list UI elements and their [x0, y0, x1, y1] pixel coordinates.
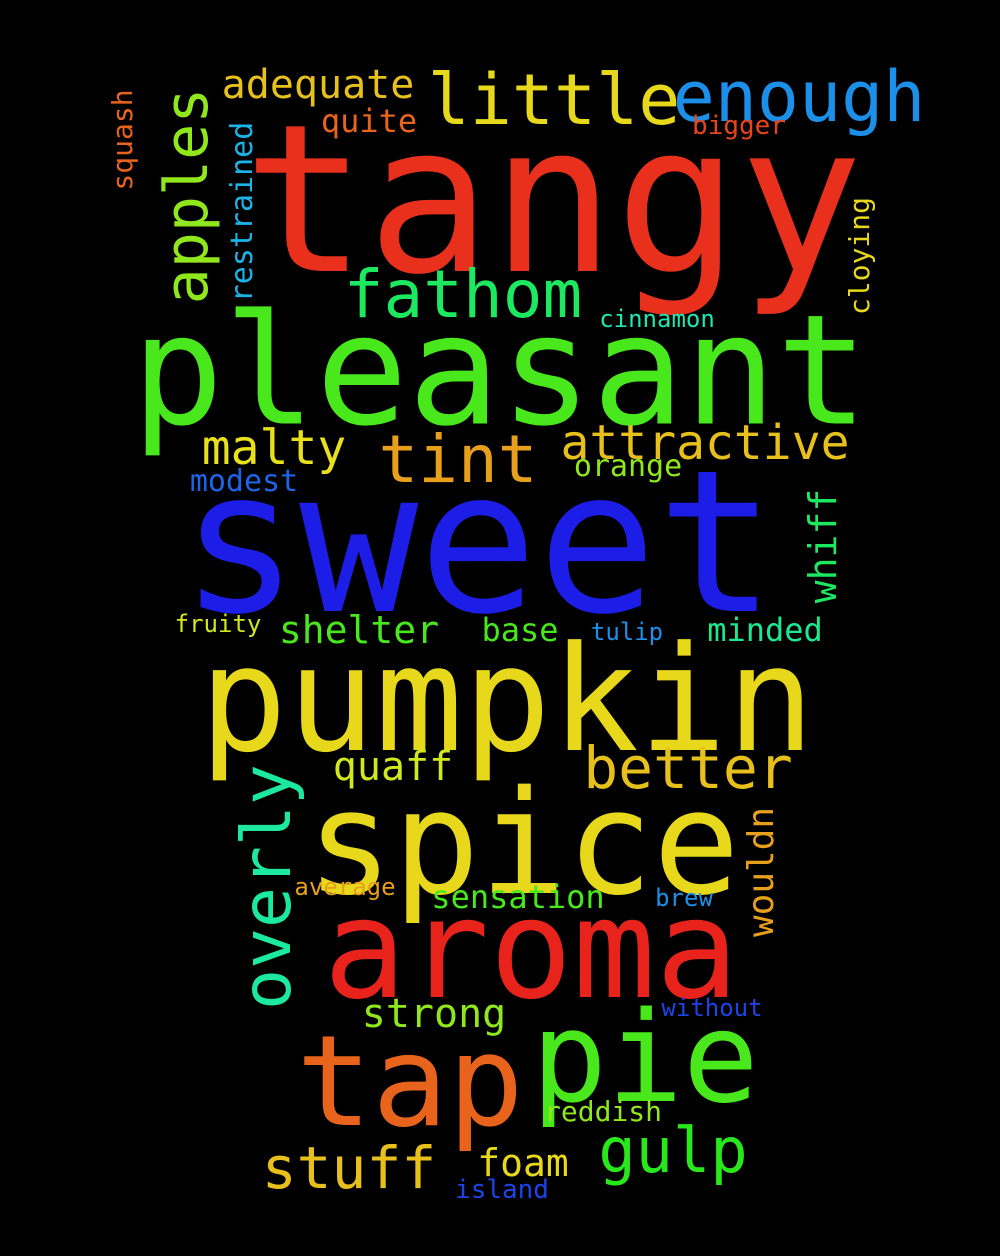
word-overly: overly	[228, 764, 307, 1010]
word-shelter: shelter	[278, 608, 440, 652]
word-gulp: gulp	[598, 1114, 748, 1187]
word-orange: orange	[573, 449, 683, 484]
word-tulip: tulip	[590, 618, 664, 646]
word-apples: apples	[152, 87, 222, 305]
word-sweet: sweet	[179, 427, 777, 658]
word-cloying: cloying	[843, 196, 876, 316]
word-strong: strong	[361, 991, 507, 1037]
word-pie: pie	[531, 984, 759, 1131]
word-fathom: fathom	[343, 256, 583, 333]
word-aroma: aroma	[323, 869, 739, 1030]
word-base: base	[481, 611, 559, 649]
word-malty: malty	[201, 420, 347, 476]
word-minded: minded	[707, 611, 823, 649]
word-stuff: stuff	[261, 1134, 437, 1202]
word-little: little	[427, 59, 681, 141]
word-enough: enough	[672, 56, 926, 138]
word-without: without	[661, 994, 763, 1022]
word-foam: foam	[477, 1141, 569, 1185]
word-modest: modest	[189, 464, 299, 499]
word-brew: brew	[655, 884, 713, 912]
word-reddish: reddish	[543, 1095, 663, 1128]
word-pumpkin: pumpkin	[199, 615, 815, 785]
word-quaff: quaff	[332, 744, 454, 790]
word-tap: tap	[296, 1008, 524, 1155]
word-restrained: restrained	[225, 121, 260, 303]
word-better: better	[583, 734, 793, 802]
word-wouldn: wouldn	[741, 806, 782, 938]
word-tint: tint	[378, 421, 538, 498]
word-pleasant: pleasant	[131, 282, 869, 461]
word-adequate: adequate	[221, 62, 415, 108]
word-spice: spice	[306, 759, 740, 927]
word-tangy: tangy	[242, 80, 864, 320]
word-fruity: fruity	[174, 610, 262, 638]
word-bigger: bigger	[692, 111, 786, 141]
word-island: island	[455, 1175, 549, 1205]
word-attractive: attractive	[560, 415, 850, 471]
word-average: average	[294, 873, 396, 901]
word-squash: squash	[106, 89, 139, 191]
word-whiff: whiff	[801, 488, 845, 604]
word-sensation: sensation	[431, 878, 605, 916]
word-cinnamon: cinnamon	[599, 305, 715, 333]
word-quite: quite	[320, 102, 418, 140]
